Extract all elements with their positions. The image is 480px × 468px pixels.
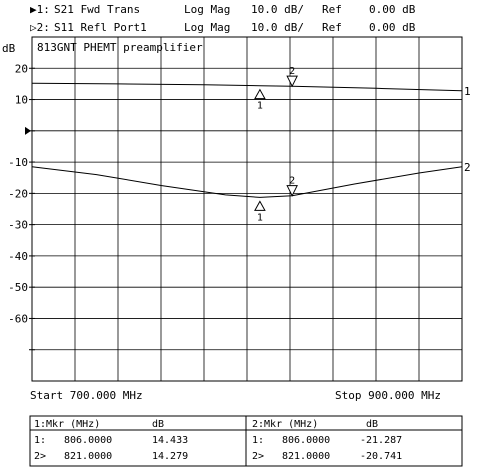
right-table-unit: dB [366,419,378,430]
ch2-scale: 10.0 dB/ [251,21,304,34]
y-tick-label: -60 [8,312,28,325]
start-frequency-label: Start 700.000 MHz [30,389,143,402]
ch1-label: S21 Fwd Trans [54,3,140,16]
right-row1-id: 1: [252,435,264,446]
reference-level-arrow [25,126,31,135]
trace-2 [31,166,463,198]
marker-label: 2 [289,176,295,187]
y-tick-label: -30 [8,219,28,232]
y-tick-label: 20 [15,62,28,75]
trace-1 [31,82,463,92]
trace-label-2: 2 [464,161,471,174]
y-tick-label: -10 [8,156,28,169]
stop-frequency-label: Stop 900.000 MHz [335,389,441,402]
left-table-header: 1:Mkr (MHz) [34,419,100,430]
ch2-ref-value: 0.00 dB [369,21,416,34]
ch1-ref-label: Ref [322,3,342,16]
right-row1-freq: 806.0000 [282,435,330,446]
plot-area: 20 10 -10 -20 -30 -40 -50 -60 1 2 1 2 1 2 [8,36,471,382]
y-tick-label: -40 [8,250,28,263]
left-row1-freq: 806.0000 [64,435,112,446]
chart-title: 813GNT PHEMT preamplifier [37,41,203,54]
ch2-format: Log Mag [184,21,230,34]
trace-label-1: 1 [464,85,471,98]
right-row2-freq: 821.0000 [282,451,330,462]
right-row2-value: -20.741 [360,451,402,462]
ch1-ref-value: 0.00 dB [369,3,416,16]
left-row2-freq: 821.0000 [64,451,112,462]
left-row2-id: 2> [34,451,46,462]
ch1-format: Log Mag [184,3,230,16]
right-table-header: 2:Mkr (MHz) [252,419,318,430]
ch1-scale: 10.0 dB/ [251,3,304,16]
y-tick-label: -50 [8,281,28,294]
ch1-marker: ▶1: [30,3,50,16]
left-row1-id: 1: [34,435,46,446]
marker-down-triangle [286,185,298,197]
y-tick-label: -20 [8,187,28,200]
left-table-unit: dB [152,419,164,430]
left-row1-value: 14.433 [152,435,188,446]
marker-up-triangle [254,200,266,211]
marker-table: 1:Mkr (MHz) dB 1: 806.0000 14.433 2> 821… [29,415,463,467]
marker-label: 1 [257,101,263,112]
left-row2-value: 14.279 [152,451,188,462]
ch2-marker: ▷2: [30,21,50,34]
marker-label: 1 [257,212,263,223]
y-axis-label: dB [2,42,16,55]
ch2-ref-label: Ref [322,21,342,34]
marker-down-triangle [286,75,298,88]
right-row2-id: 2> [252,451,264,462]
right-row1-value: -21.287 [360,435,402,446]
ch2-label: S11 Refl Port1 [54,21,147,34]
marker-label: 2 [289,66,295,77]
y-tick-label: 10 [15,94,28,107]
marker-up-triangle [254,88,266,100]
